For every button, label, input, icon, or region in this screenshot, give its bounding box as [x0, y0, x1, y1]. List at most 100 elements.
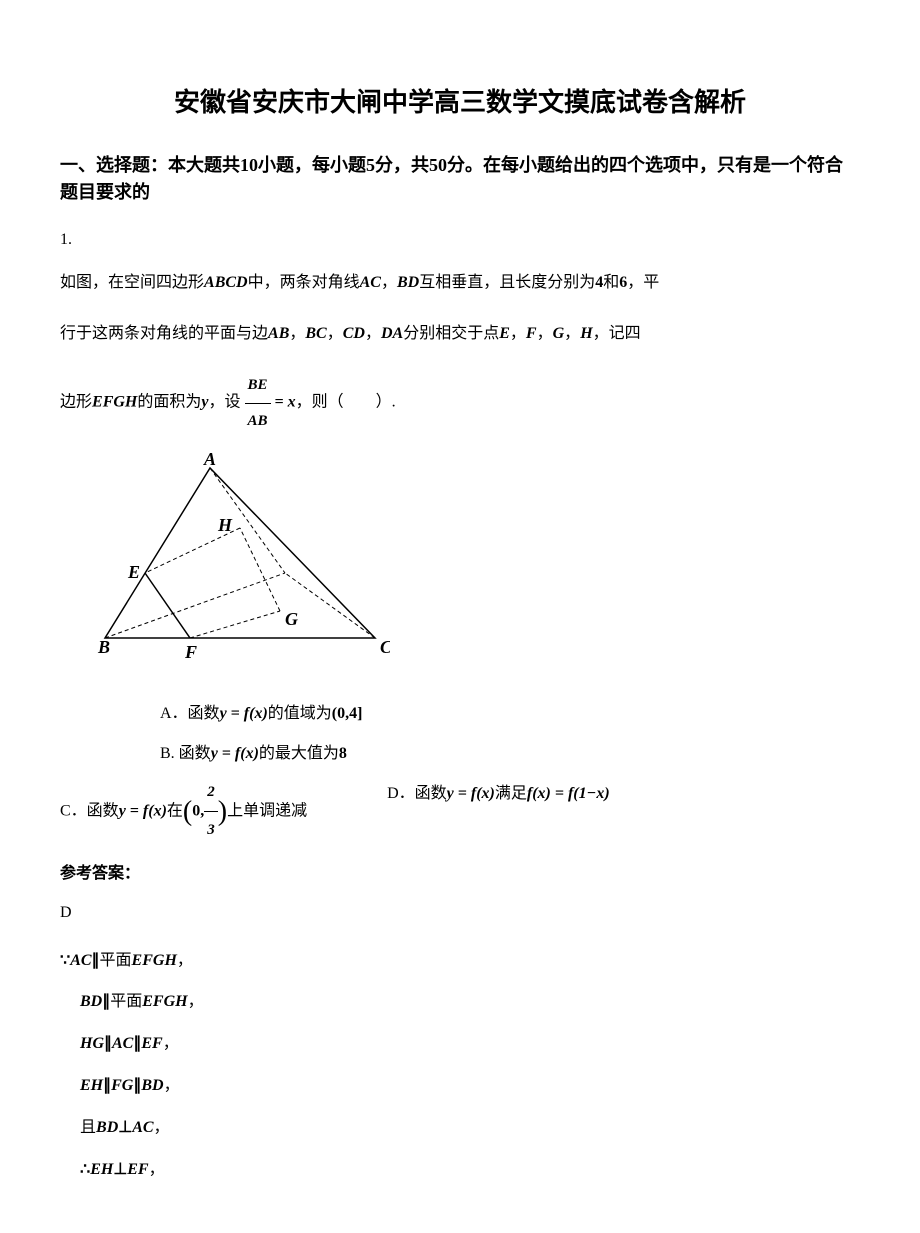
option-d-prefix: D．函数: [387, 785, 447, 802]
math-efgh: EFGH: [132, 952, 177, 969]
math-ef: EF: [127, 1161, 148, 1178]
math-ac: AC: [70, 952, 91, 969]
fraction-den: AB: [245, 404, 271, 439]
text: 分别相交于点: [403, 325, 499, 342]
answer-label: 参考答案：: [60, 860, 860, 889]
math-abcd: ABCD: [204, 274, 248, 291]
therefore-symbol: ∴: [80, 1161, 90, 1178]
question-text-line-2: 行于这两条对角线的平面与边AB，BC，CD，DA分别相交于点E，F，G，H，记四: [60, 316, 860, 353]
solution-line-3: HG∥AC∥EF，: [80, 1026, 860, 1063]
math-ac: AC: [132, 1119, 153, 1136]
option-c: C．函数y = f(x)在(0,23)上单调递减: [60, 774, 307, 850]
perp-symbol: ⊥: [118, 1119, 132, 1136]
question-number: 1.: [60, 226, 860, 255]
fraction-num: BE: [245, 368, 271, 404]
option-a-func: y = f(x): [220, 705, 268, 722]
option-d-mid: 满足: [495, 785, 527, 802]
option-c-suffix: 上单调递减: [227, 803, 307, 820]
page-title: 安徽省安庆市大闸中学高三数学文摸底试卷含解析: [60, 80, 860, 127]
math-bc: BC: [305, 325, 326, 342]
math-e: E: [499, 325, 510, 342]
option-d-func: y = f(x): [447, 785, 495, 802]
because-symbol: ∵: [60, 952, 70, 969]
math-f: F: [526, 325, 537, 342]
text: 互相垂直，且长度分别为: [419, 274, 595, 291]
text: ，: [510, 325, 526, 342]
math-cd: CD: [343, 325, 365, 342]
text: ，则（ ）.: [296, 394, 396, 411]
math-eq-x: = x: [275, 394, 296, 411]
fraction-num: 2: [204, 774, 218, 813]
svg-text:F: F: [184, 642, 197, 662]
question-text-line-1: 如图，在空间四边形ABCD中，两条对角线AC，BD互相垂直，且长度分别为4和6，…: [60, 265, 860, 302]
option-b: B. 函数y = f(x)的最大值为8: [160, 734, 860, 774]
section-header: 一、选择题：本大题共10小题，每小题5分，共50分。在每小题给出的四个选项中，只…: [60, 152, 860, 206]
text: 如图，在空间四边形: [60, 274, 204, 291]
option-a: A．函数y = f(x)的值域为(0,4]: [160, 694, 860, 734]
text: 的面积为: [137, 394, 201, 411]
text: ，: [163, 1035, 179, 1052]
text: ，: [149, 1161, 165, 1178]
math-ac: AC: [112, 1035, 133, 1052]
svg-text:H: H: [217, 515, 233, 535]
text: ，记四: [593, 325, 641, 342]
option-a-suffix: 的值域为: [268, 705, 332, 722]
svg-text:E: E: [127, 562, 140, 582]
text: ，: [188, 993, 204, 1010]
svg-text:C: C: [380, 637, 390, 657]
option-c-prefix: C．函数: [60, 803, 119, 820]
math-bd: BD: [141, 1077, 163, 1094]
option-c-func: y = f(x): [119, 803, 167, 820]
geometry-diagram: A B C E F G H: [90, 453, 860, 674]
option-b-prefix: B. 函数: [160, 745, 211, 762]
parallel-symbol: ∥: [104, 1035, 112, 1052]
text: 平面: [100, 952, 132, 969]
perp-symbol: ⊥: [113, 1161, 127, 1178]
text: ，: [164, 1077, 180, 1094]
math-bd: BD: [80, 993, 102, 1010]
math-da: DA: [381, 325, 403, 342]
text: ，设: [208, 394, 240, 411]
text: ，: [289, 325, 305, 342]
option-a-prefix: A．函数: [160, 705, 220, 722]
math-fg: FG: [111, 1077, 133, 1094]
option-b-val: 8: [339, 745, 347, 762]
math-efgh: EFGH: [92, 394, 137, 411]
option-c-mid: 在: [167, 803, 183, 820]
text: 行于这两条对角线的平面与边: [60, 325, 268, 342]
math-g: G: [553, 325, 565, 342]
svg-text:G: G: [285, 609, 298, 629]
solution-line-5: 且BD⊥AC，: [80, 1110, 860, 1147]
text: ，: [537, 325, 553, 342]
solution-line-6: ∴EH⊥EF，: [80, 1152, 860, 1189]
math-ab: AB: [268, 325, 289, 342]
svg-text:B: B: [97, 637, 110, 657]
text: 中，两条对角线: [248, 274, 360, 291]
math-eh: EH: [90, 1161, 113, 1178]
fraction-den: 3: [204, 812, 218, 850]
math-eh: EH: [80, 1077, 103, 1094]
math-bd: BD: [397, 274, 419, 291]
solution-line-4: EH∥FG∥BD，: [80, 1068, 860, 1105]
text: 边形: [60, 394, 92, 411]
option-a-range: (0,4]: [332, 705, 363, 722]
parallel-symbol: ∥: [92, 952, 100, 969]
fraction-2-3: 23: [204, 774, 218, 850]
text: ，: [154, 1119, 170, 1136]
answer-value: D: [60, 899, 860, 928]
text: ，: [177, 952, 193, 969]
fraction-be-ab: BE AB: [245, 368, 271, 438]
solution-line-1: ∵AC∥平面EFGH，: [60, 943, 860, 980]
text: ，: [381, 274, 397, 291]
text: ，: [327, 325, 343, 342]
text: 平面: [110, 993, 142, 1010]
option-d-eq: f(x) = f(1−x): [527, 785, 610, 802]
math-ac: AC: [360, 274, 381, 291]
math-bd: BD: [96, 1119, 118, 1136]
option-b-suffix: 的最大值为: [259, 745, 339, 762]
text: ，平: [627, 274, 659, 291]
math-efgh: EFGH: [142, 993, 187, 1010]
math-h: H: [580, 325, 592, 342]
option-b-func: y = f(x): [211, 745, 259, 762]
option-d: D．函数y = f(x)满足f(x) = f(1−x): [387, 774, 610, 850]
